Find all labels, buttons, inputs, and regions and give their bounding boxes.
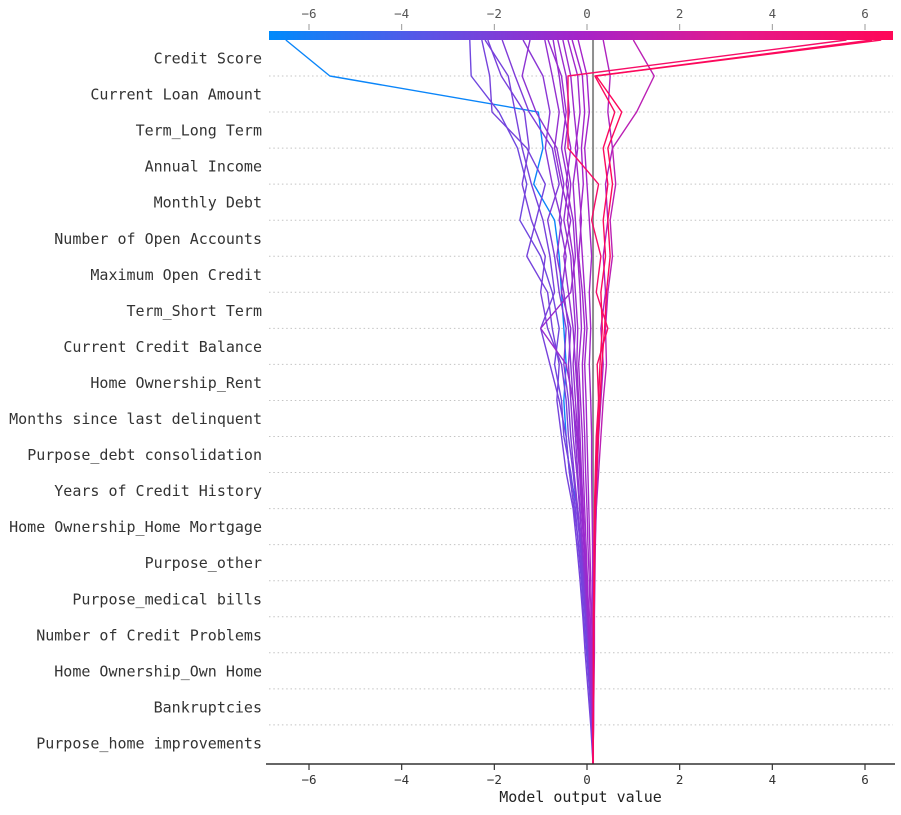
feature-label: Monthly Debt bbox=[154, 194, 262, 212]
observation-path bbox=[592, 39, 655, 765]
top-axis-tick-label: −4 bbox=[394, 6, 409, 21]
feature-label: Home Ownership_Home Mortgage bbox=[9, 518, 262, 536]
feature-label: Term_Long Term bbox=[136, 122, 262, 140]
feature-label: Bankruptcies bbox=[154, 698, 262, 716]
bottom-axis-tick-label: 2 bbox=[676, 772, 684, 787]
feature-label: Number of Credit Problems bbox=[36, 626, 262, 644]
feature-label: Home Ownership_Rent bbox=[90, 374, 262, 392]
feature-label: Months since last delinquent bbox=[9, 410, 262, 428]
feature-label: Current Loan Amount bbox=[90, 86, 262, 104]
feature-label: Purpose_debt consolidation bbox=[27, 446, 262, 464]
model-output-colorbar bbox=[269, 31, 893, 40]
feature-label: Purpose_medical bills bbox=[72, 590, 262, 608]
top-axis-tick-label: 2 bbox=[676, 6, 684, 21]
bottom-axis-tick-label: −6 bbox=[301, 772, 316, 787]
feature-label: Purpose_home improvements bbox=[36, 734, 262, 752]
bottom-axis-tick-label: 0 bbox=[583, 772, 591, 787]
observation-path bbox=[481, 39, 594, 765]
feature-label: Purpose_other bbox=[145, 554, 262, 572]
feature-label: Current Credit Balance bbox=[63, 338, 262, 356]
bottom-axis-tick-label: 6 bbox=[861, 772, 869, 787]
top-axis-tick-label: −6 bbox=[301, 6, 316, 21]
top-axis-tick-label: 4 bbox=[769, 6, 777, 21]
bottom-axis-tick-label: −2 bbox=[487, 772, 502, 787]
observation-path bbox=[571, 39, 594, 764]
feature-label: Number of Open Accounts bbox=[54, 230, 262, 248]
x-axis-title: Model output value bbox=[499, 788, 662, 806]
feature-label: Credit Score bbox=[154, 50, 262, 68]
observation-path bbox=[469, 39, 594, 765]
feature-label: Term_Short Term bbox=[127, 302, 262, 320]
bottom-axis-tick-label: −4 bbox=[394, 772, 409, 787]
top-axis-tick-label: 6 bbox=[861, 6, 869, 21]
feature-label: Annual Income bbox=[145, 158, 262, 176]
feature-label: Maximum Open Credit bbox=[90, 266, 262, 284]
top-axis-tick-label: 0 bbox=[583, 6, 591, 21]
observation-path bbox=[567, 39, 594, 764]
feature-label: Years of Credit History bbox=[54, 482, 262, 500]
observation-path bbox=[285, 39, 594, 765]
feature-label: Home Ownership_Own Home bbox=[54, 662, 262, 680]
top-axis-tick-label: −2 bbox=[487, 6, 502, 21]
observation-path bbox=[592, 39, 882, 764]
bottom-axis-tick-label: 4 bbox=[769, 772, 777, 787]
